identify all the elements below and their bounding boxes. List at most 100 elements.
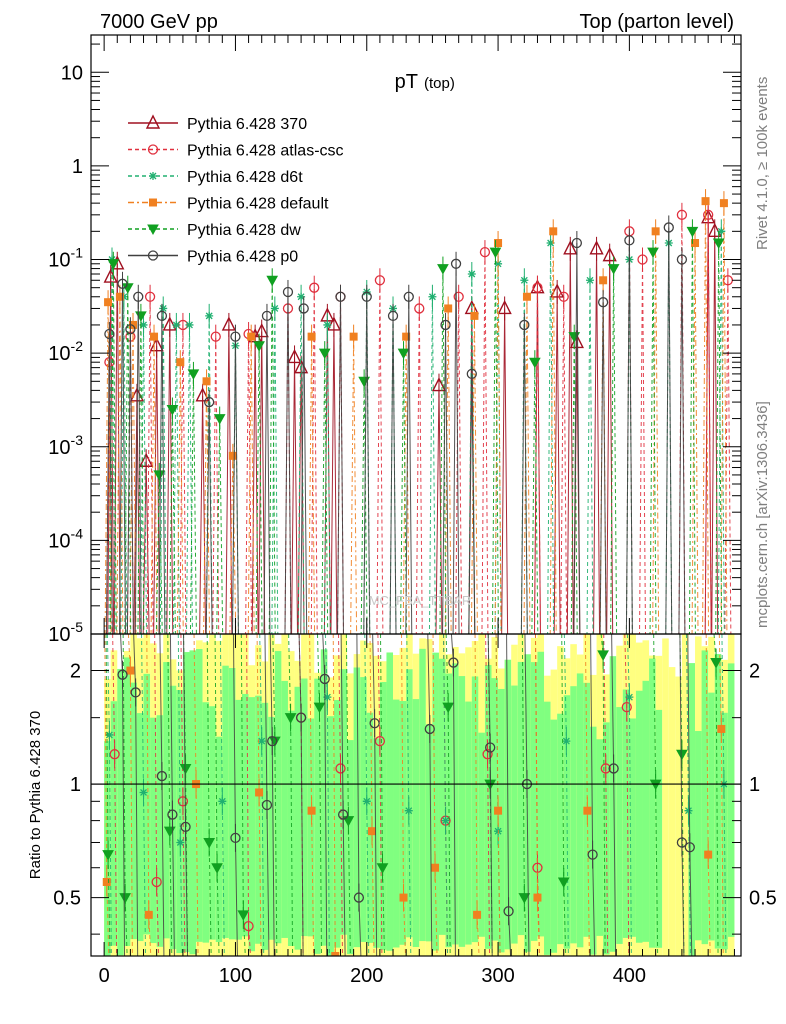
ratio-data-point: [404, 806, 413, 815]
data-point: [597, 297, 609, 308]
data-point: [162, 316, 177, 331]
ratio-data-point: [267, 735, 278, 747]
ratio-data-point: [533, 893, 542, 902]
ratio-data-point: [676, 749, 688, 761]
main-y-tick-label: 10-5: [48, 619, 83, 646]
data-point: [414, 303, 425, 314]
data-point: [558, 291, 569, 302]
data-point: [202, 377, 211, 386]
ratio-band-inner: [563, 695, 571, 949]
data-point: [450, 258, 462, 269]
ratio-band-inner: [301, 678, 308, 937]
ratio-data-point: [625, 693, 634, 702]
data-point: [266, 275, 279, 287]
ratio-ylabel: Ratio to Pythia 6.428 370: [27, 711, 44, 879]
ratio-data-point: [218, 797, 227, 806]
ratio-y-tick-label: 1: [70, 774, 81, 796]
header-left: 7000 GeV pp: [100, 11, 218, 33]
data-point: [453, 291, 464, 302]
legend-marker: [147, 224, 159, 236]
data-point: [549, 227, 558, 236]
ratio-band-inner: [517, 661, 525, 936]
ratio-band-inner: [596, 739, 604, 936]
x-tick-label: 300: [481, 965, 514, 987]
ratio-data-point: [583, 806, 592, 815]
main-y-tick-label: 10-3: [48, 432, 83, 459]
ratio-data-point: [151, 876, 162, 888]
ratio-data-point: [102, 850, 114, 861]
legend-label: Pythia 6.428 atlas-csc: [187, 143, 344, 160]
main-y-tick-label: 10-4: [48, 525, 83, 552]
data-point: [470, 311, 479, 320]
data-point: [444, 304, 453, 313]
ratio-band-outer: [668, 667, 676, 956]
ratio-data-point: [211, 863, 223, 874]
ratio-band-inner: [379, 682, 387, 950]
legend-label: Pythia 6.428 default: [187, 196, 329, 213]
ratio-data-point: [139, 788, 148, 797]
data-point: [467, 270, 476, 279]
data-point: [571, 237, 583, 249]
ratio-band-inner: [287, 710, 295, 947]
data-point: [139, 320, 148, 329]
ratio-data-point: [284, 713, 297, 724]
ratio-data-point: [431, 863, 440, 872]
ratio-data-point: [353, 892, 365, 903]
data-point: [326, 316, 342, 331]
data-point: [309, 282, 320, 293]
ratio-data-point: [179, 763, 192, 775]
ratio-band-inner: [406, 669, 413, 938]
ratio-data-point: [600, 763, 611, 774]
rivet-label: Rivet 4.1.0, ≥ 100k events: [754, 77, 771, 250]
ratio-band-inner: [169, 685, 177, 950]
data-point: [121, 283, 134, 294]
ratio-band-outer: [662, 638, 669, 956]
ratio-band-inner: [642, 680, 650, 942]
data-point: [528, 357, 541, 369]
data-point: [397, 348, 410, 360]
data-point: [466, 368, 477, 380]
data-point: [195, 387, 210, 402]
ratio-data-point: [704, 850, 713, 859]
data-point: [489, 247, 502, 259]
data-point: [589, 240, 604, 255]
ratio-band-outer: [675, 676, 682, 956]
ratio-band-inner: [261, 702, 269, 950]
data-point: [563, 240, 578, 255]
ratio-band-inner: [701, 650, 709, 945]
data-point: [135, 311, 147, 322]
data-point: [176, 358, 185, 367]
main-y-tick-label: 1: [72, 156, 83, 178]
ratio-data-point: [307, 806, 316, 815]
data-point: [270, 304, 279, 313]
ratio-data-point: [684, 806, 693, 815]
ratio-band-inner: [333, 699, 341, 948]
ratio-band-inner: [255, 695, 262, 944]
data-point: [115, 292, 124, 301]
data-point: [210, 331, 221, 342]
ratio-data-point: [448, 657, 459, 668]
series-line: [104, 201, 728, 634]
data-point: [607, 264, 620, 275]
legend-entry: Pythia 6.428 370: [128, 114, 307, 133]
data-point: [522, 292, 531, 301]
ratio-data-point: [230, 832, 241, 844]
ratio-band-inner: [235, 699, 243, 940]
ratio-band-inner: [242, 693, 249, 937]
data-point: [213, 414, 226, 425]
ratio-band-inner: [576, 673, 584, 948]
ratio-band-inner: [399, 701, 407, 945]
ratio-band-inner: [189, 650, 197, 955]
data-point: [361, 291, 372, 302]
data-point: [298, 303, 309, 314]
main-plot-data: [103, 189, 734, 634]
data-point: [204, 396, 215, 408]
ratio-band-outer: [681, 634, 689, 956]
ratio-data-point: [156, 770, 168, 782]
ratio-data-point: [441, 816, 450, 825]
ratio-band-inner: [609, 656, 617, 952]
ratio-band-inner: [438, 658, 446, 935]
ratio-band-inner: [320, 649, 328, 946]
ratio-band-inner: [550, 719, 558, 953]
